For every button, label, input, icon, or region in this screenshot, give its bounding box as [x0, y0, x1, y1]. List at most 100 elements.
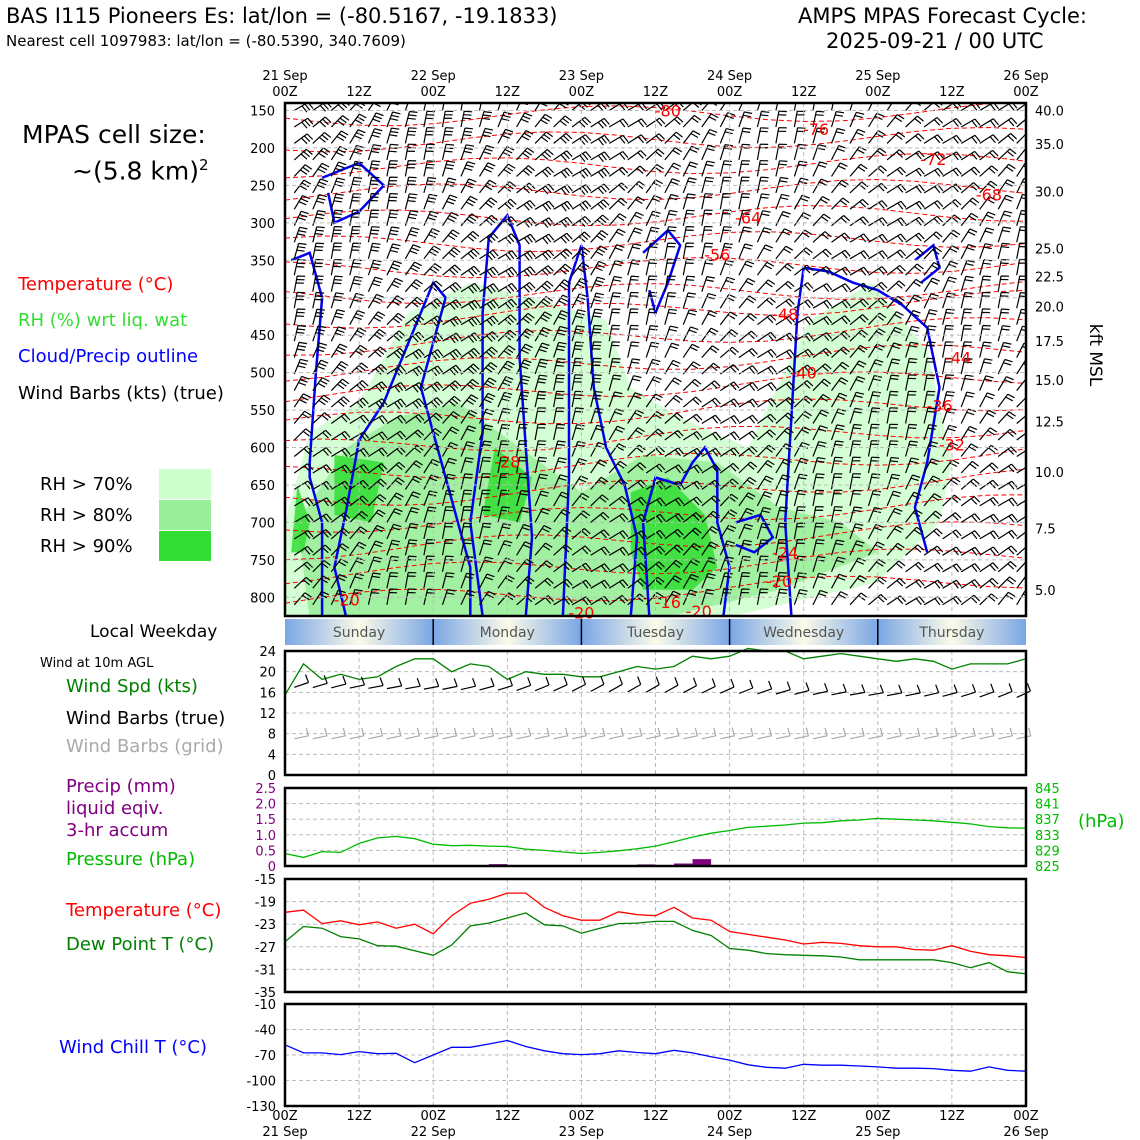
- wind-barb-376: [516, 165, 535, 177]
- wind-barb-779: [756, 160, 769, 177]
- wind-barb-648: [664, 559, 683, 573]
- wind-barb-1071: [923, 374, 935, 391]
- wind-barb-898: [812, 589, 828, 606]
- wind-barb-1164: [979, 375, 994, 391]
- wind-barb-768: [738, 492, 756, 507]
- rh-region-3: [630, 477, 718, 590]
- wind-barb-351: [497, 266, 518, 278]
- wind-barb-1181: [997, 148, 1017, 161]
- wind-barb-994: [886, 131, 906, 144]
- pressure-right-tick-4: 841: [1035, 798, 1060, 813]
- wind-barb-1076: [923, 458, 940, 474]
- wind-barb-221: [423, 160, 436, 177]
- wind-barb-1127: [960, 275, 974, 292]
- wind-barb-688: [701, 193, 714, 210]
- wind-barb-424: [534, 440, 547, 457]
- wind-barb-278: [441, 589, 456, 605]
- wind-barb-959: [849, 574, 867, 589]
- wind-barb-178: [386, 477, 405, 490]
- wind-barb-1123: [960, 212, 979, 227]
- wind-barb-1217: [1016, 226, 1026, 243]
- wind-barb-995: [886, 149, 906, 161]
- wind-barb-890: [812, 457, 826, 474]
- g-precip-ytick-1: 0.5: [255, 844, 276, 859]
- wind-barb-110: [349, 380, 369, 392]
- wind-barb-146: [368, 463, 388, 474]
- wind-barb-1144: [960, 563, 981, 573]
- wind-barb-889: [812, 441, 827, 457]
- wind-barb-175: [386, 430, 407, 441]
- pressure-tick-550: 550: [250, 404, 275, 419]
- wind-barb-335: [478, 506, 491, 523]
- legend-precip-3: 3-hr accum: [66, 820, 169, 841]
- wind-barb-169: [386, 330, 406, 342]
- wind-barb-664: [682, 309, 698, 325]
- wind-barb-34: [312, 147, 331, 161]
- wind-barb-936: [849, 198, 869, 210]
- wind-barb-331: [478, 440, 492, 457]
- g-wind-ytick-4: 16: [259, 686, 276, 701]
- wind-barb-580: [627, 462, 647, 474]
- wind-barb-551: [608, 495, 629, 507]
- wind-barb-1175: [979, 562, 999, 573]
- wind-barb-494: [571, 579, 592, 589]
- wind-barb-922: [830, 473, 843, 490]
- surface-barb-true-25: [757, 680, 773, 695]
- wind-barb-787: [756, 296, 776, 309]
- wind-barb-607: [645, 393, 663, 408]
- wind-barb-1068: [923, 325, 937, 342]
- wind-barb-616: [645, 545, 666, 556]
- wind-barb-201: [405, 348, 425, 360]
- wind-barb-752: [738, 226, 752, 243]
- wind-barb-572: [627, 324, 639, 342]
- surface-barb-grid-8: [442, 727, 458, 740]
- surface-barb-true-32: [886, 684, 903, 697]
- wind-barb-1004: [886, 295, 905, 309]
- wind-barb-899: [830, 103, 834, 111]
- wind-barb-697: [701, 345, 720, 358]
- wind-barb-907: [831, 232, 851, 243]
- wind-barb-1196: [997, 393, 1015, 408]
- wind-barb-931: [849, 111, 865, 128]
- g-chill-ytick-4: -10: [255, 998, 276, 1013]
- wind-barb-805: [756, 588, 769, 605]
- wind-barb-450: [553, 358, 566, 375]
- wind-barb-40: [312, 242, 325, 259]
- wind-barb-333: [478, 473, 491, 490]
- wind-barb-193: [404, 210, 419, 226]
- wind-barb-1043: [905, 423, 918, 441]
- wind-barb-732: [720, 414, 740, 425]
- wind-barb-666: [682, 343, 700, 358]
- wind-barb-912: [831, 315, 851, 326]
- wind-barb-571: [627, 308, 639, 325]
- wind-barb-894: [812, 522, 824, 540]
- wind-barb-873: [812, 178, 829, 194]
- wind-barb-58: [312, 544, 332, 556]
- weekday-label-3: Wednesday: [763, 625, 844, 641]
- g-wind-ytick-3: 12: [259, 707, 276, 722]
- wind-barb-516: [590, 424, 605, 441]
- wind-barb-1151: [979, 165, 999, 177]
- wind-barb-1029: [905, 200, 925, 210]
- wind-barb-916: [831, 377, 849, 391]
- wind-barb-1044: [905, 440, 918, 457]
- wind-barb-698: [701, 362, 721, 375]
- wind-barb-1111: [942, 529, 962, 540]
- wind-barb-304: [460, 506, 472, 523]
- wind-barb-123: [349, 589, 363, 605]
- wind-barb-989: [868, 558, 886, 573]
- wind-barb-1130: [960, 324, 972, 342]
- wind-barb-633: [664, 308, 678, 325]
- wind-barb-883: [812, 347, 832, 359]
- top-hour-9: 12Z: [939, 85, 965, 100]
- wind-barb-45: [312, 325, 327, 342]
- legend-rh80: RH > 80%: [40, 505, 133, 526]
- wind-barb-425: [534, 456, 547, 474]
- wind-barb-308: [460, 572, 475, 589]
- surface-barb-grid-36: [961, 727, 976, 740]
- pressure-right-tick-2: 833: [1035, 829, 1060, 844]
- pressure-right-tick-5: 845: [1035, 782, 1060, 797]
- wind-barb-170: [386, 347, 406, 359]
- wind-barb-885: [812, 378, 831, 392]
